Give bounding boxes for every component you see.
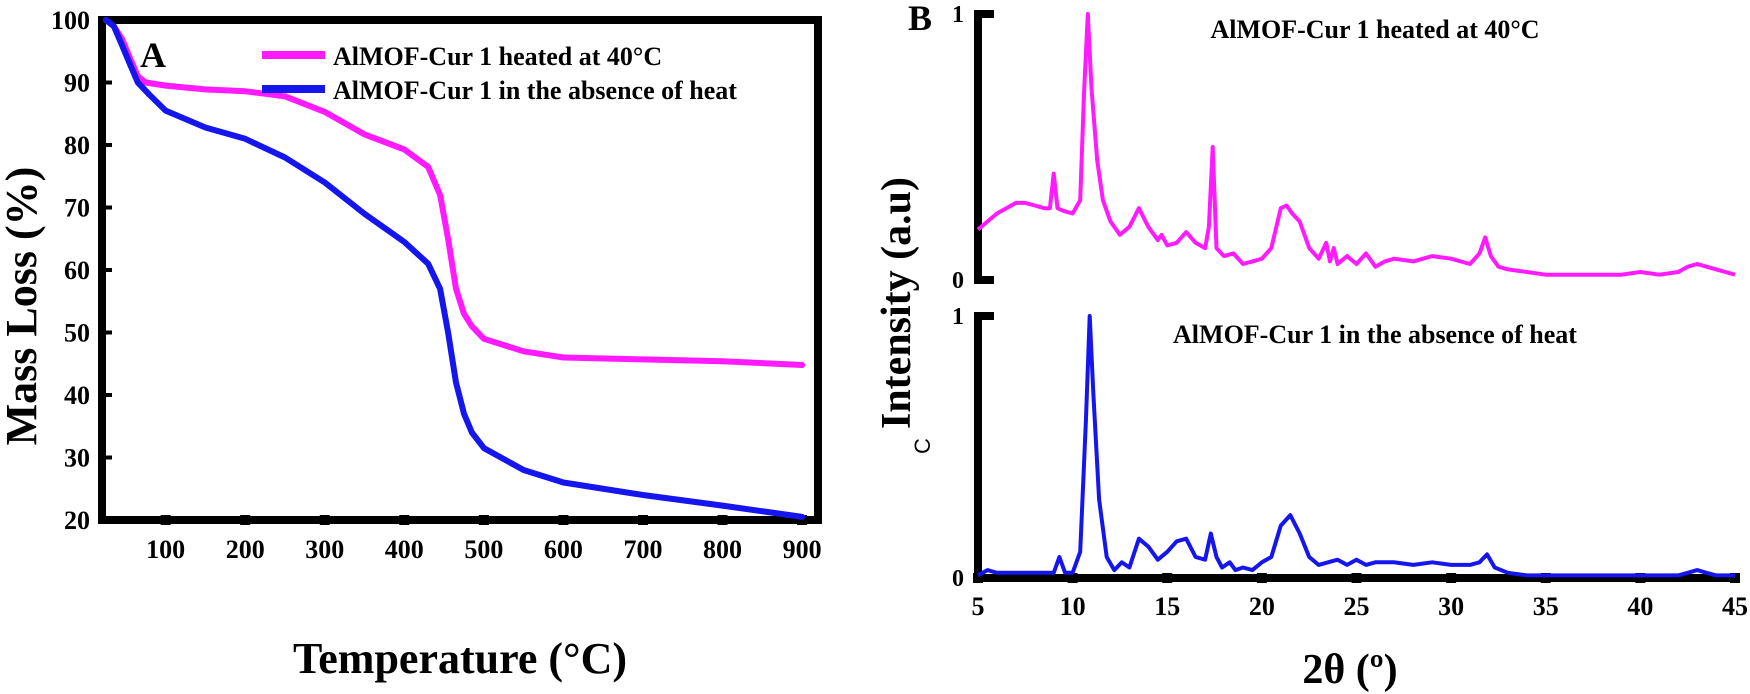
tga-y-tick-label-40: 40 xyxy=(64,381,90,410)
tga-x-tick-label-800: 800 xyxy=(703,535,742,564)
tga-y-tick-label-100: 100 xyxy=(51,6,90,35)
xrd-x-tick-label-35: 35 xyxy=(1533,592,1559,621)
xrd-x-tick-10 xyxy=(1067,573,1078,583)
tga-x-tick-900 xyxy=(797,515,808,525)
tga-x-tick-800 xyxy=(717,515,728,525)
xrd-x-tick-label-25: 25 xyxy=(1344,592,1370,621)
tga-x-tick-label-900: 900 xyxy=(783,535,822,564)
tga-line-almof-cur-1-in-the-absence-of-heat xyxy=(103,17,806,520)
tga-y-axis-label: Mass Loss (%) xyxy=(0,167,46,446)
tga-line-almof-cur-1-heated-at-40-c xyxy=(103,17,806,368)
xrd-y-tick-label-1-1: 1 xyxy=(952,2,964,28)
xrd-x-tick-label-15: 15 xyxy=(1154,592,1180,621)
xrd-x-tick-5 xyxy=(973,573,983,583)
tga-chart: 20 30 40 50 60 70 80 90 100 100 200 300 400 500 600 70… xyxy=(0,6,822,683)
tga-y-ticks: 20 30 40 50 60 70 80 90 100 xyxy=(51,6,112,535)
xrd-series-lines xyxy=(976,12,1736,578)
tga-legend: AlMOF-Cur 1 heated at 40°C AlMOF-Cur 1 i… xyxy=(262,42,737,105)
tga-x-tick-label-500: 500 xyxy=(464,535,503,564)
tga-y-tick-label-80: 80 xyxy=(64,131,90,160)
xrd-bottom-title: AlMOF-Cur 1 in the absence of heat xyxy=(1173,320,1577,349)
xrd-x-tick-20 xyxy=(1256,573,1267,583)
tga-x-tick-500 xyxy=(478,515,489,525)
xrd-x-tick-15 xyxy=(1162,573,1173,583)
xrd-x-tick-25 xyxy=(1351,573,1362,583)
xrd-x-ticks: 5 10 15 20 25 30 35 40 45 xyxy=(972,573,1748,621)
xrd-x-tick-label-40: 40 xyxy=(1627,592,1653,621)
tga-x-tick-label-300: 300 xyxy=(305,535,344,564)
xrd-y-tick-label-1-0: 0 xyxy=(952,268,964,294)
tga-y-tick-label-90: 90 xyxy=(64,69,90,98)
tga-x-tick-300 xyxy=(319,515,330,525)
tga-y-tick-label-50: 50 xyxy=(64,319,90,348)
xrd-y-ticks: 0 1 0 1 xyxy=(952,2,994,592)
panel-letter-c: C xyxy=(910,438,935,454)
tga-x-tick-400 xyxy=(399,515,410,525)
panel-letter-a: A xyxy=(140,35,166,75)
xrd-top-title: AlMOF-Cur 1 heated at 40°C xyxy=(1210,15,1539,44)
tga-x-tick-label-700: 700 xyxy=(623,535,662,564)
tga-x-tick-600 xyxy=(558,515,569,525)
tga-x-axis-label: Temperature (°C) xyxy=(293,634,627,683)
xrd-y-tick-label-2-0: 0 xyxy=(952,566,964,592)
tga-series-lines xyxy=(103,17,806,520)
tga-x-tick-100 xyxy=(160,515,171,525)
xrd-x-tick-label-20: 20 xyxy=(1249,592,1275,621)
xrd-y-tick-label-2-1: 1 xyxy=(952,304,964,330)
xrd-x-tick-35 xyxy=(1540,573,1551,583)
tga-x-tick-label-400: 400 xyxy=(385,535,424,564)
xrd-x-tick-40 xyxy=(1635,573,1646,583)
panel-letter-b: B xyxy=(908,0,932,38)
tga-x-tick-label-600: 600 xyxy=(544,535,583,564)
tga-x-tick-label-200: 200 xyxy=(226,535,265,564)
xrd-x-tick-label-10: 10 xyxy=(1060,592,1086,621)
xrd-line-almof-cur-1-heated-at-40-c xyxy=(976,12,1736,277)
xrd-x-tick-label-5: 5 xyxy=(972,592,985,621)
tga-x-tick-700 xyxy=(637,515,648,525)
tga-y-tick-label-30: 30 xyxy=(64,444,90,473)
xrd-line-almof-cur-1-in-the-absence-of-heat xyxy=(977,314,1735,578)
tga-x-ticks: 100 200 300 400 500 600 700 800 900 xyxy=(98,515,822,564)
legend-label-no-heat: AlMOF-Cur 1 in the absence of heat xyxy=(333,76,737,105)
tga-y-tick-label-70: 70 xyxy=(64,194,90,223)
legend-label-heated: AlMOF-Cur 1 heated at 40°C xyxy=(333,42,662,71)
xrd-x-tick-45 xyxy=(1730,573,1740,583)
tga-x-tick-200 xyxy=(240,515,251,525)
xrd-x-tick-30 xyxy=(1446,573,1457,583)
tga-y-tick-label-60: 60 xyxy=(64,256,90,285)
xrd-x-tick-label-45: 45 xyxy=(1722,592,1748,621)
xrd-x-tick-label-30: 30 xyxy=(1438,592,1464,621)
xrd-y-axis-label: Intensity (a.u) xyxy=(874,177,920,429)
tga-y-tick-label-20: 20 xyxy=(64,506,90,535)
tga-x-tick-label-100: 100 xyxy=(146,535,185,564)
xrd-x-axis-label: 2θ (º) xyxy=(1302,647,1397,693)
